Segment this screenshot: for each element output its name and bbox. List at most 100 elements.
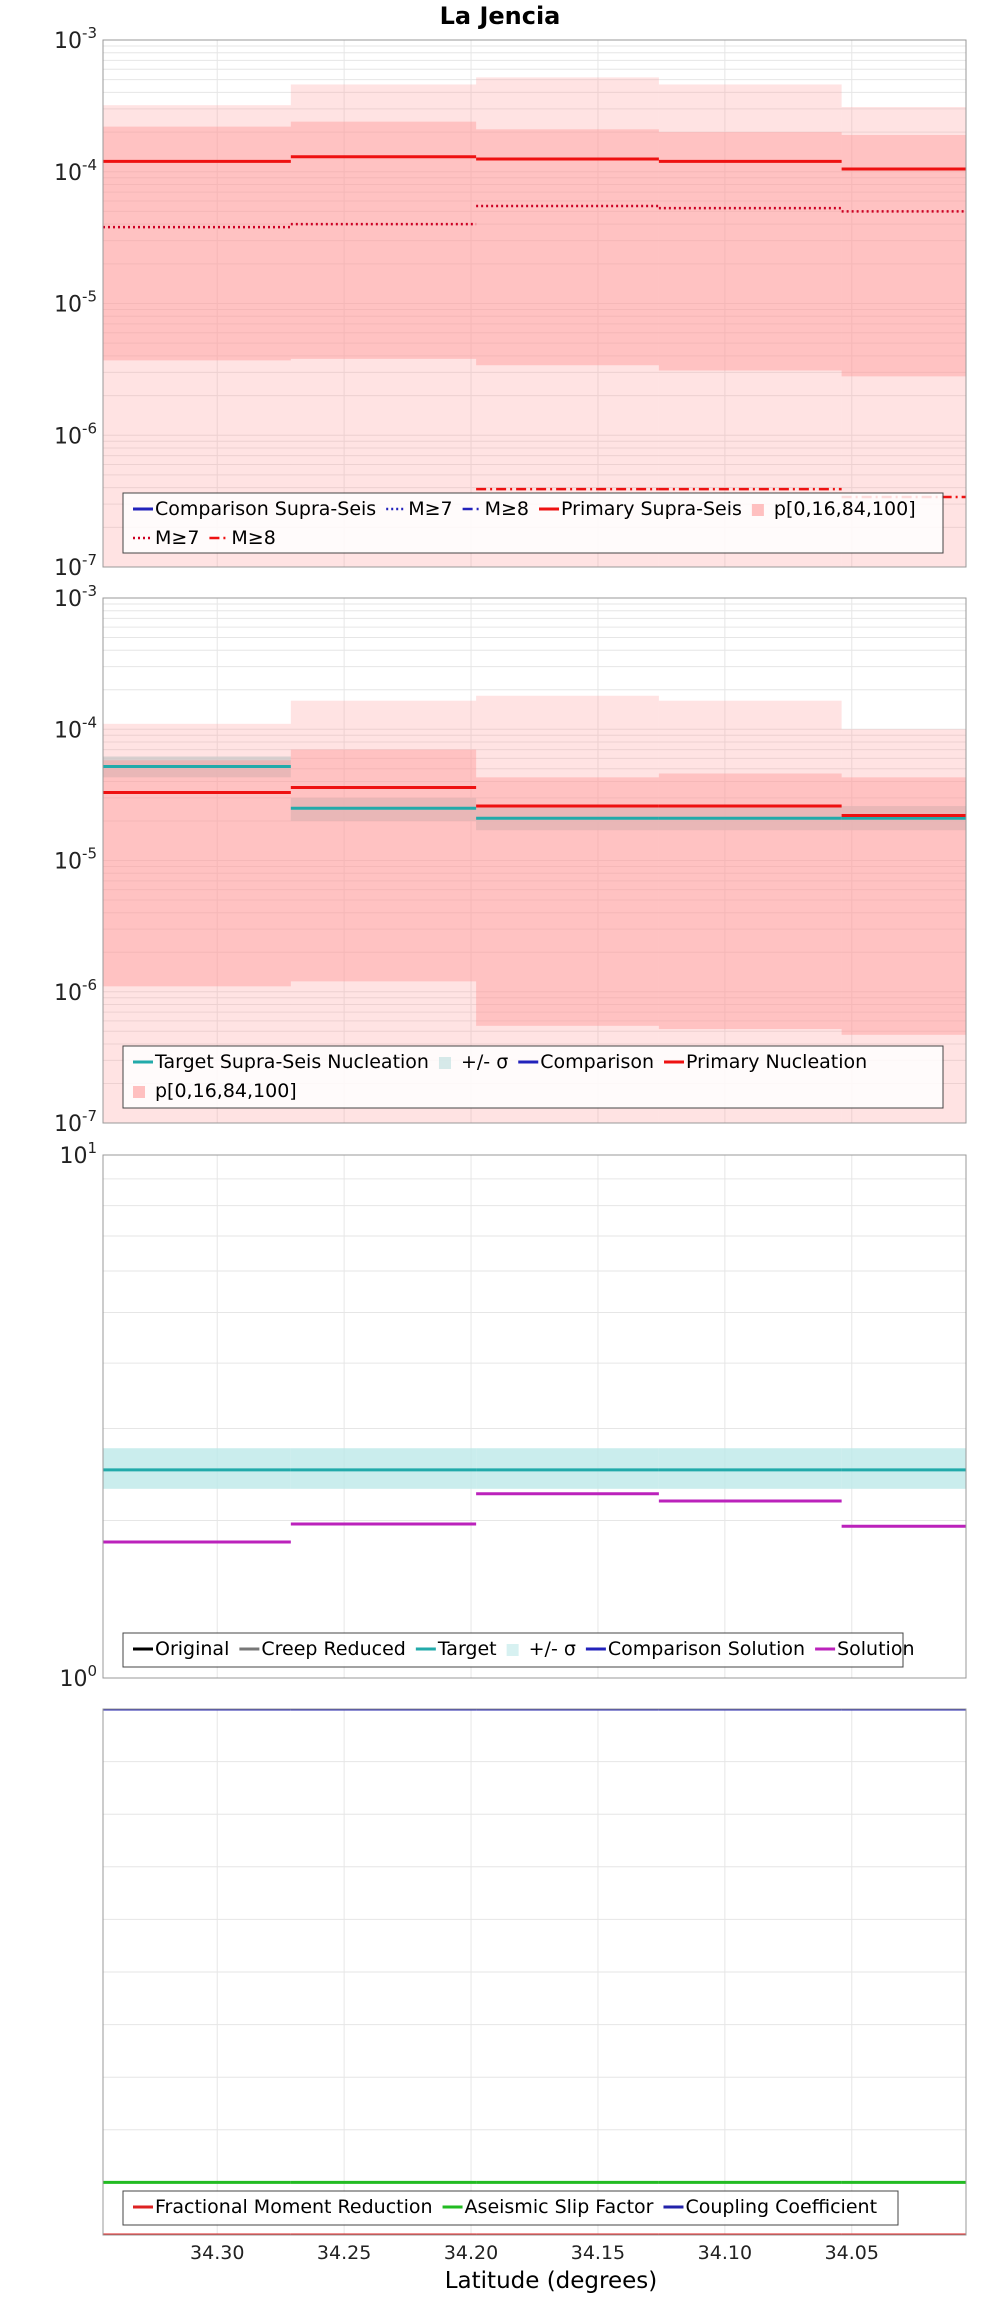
legend: Fractional Moment Reduction Aseismic Slip… bbox=[122, 2190, 899, 2226]
series-5 bbox=[103, 204, 966, 229]
band-inner-bin bbox=[841, 135, 966, 377]
band-inner-bin bbox=[658, 132, 842, 371]
legend-label: Fractional Moment Reduction bbox=[155, 2196, 433, 2218]
plot-frame bbox=[102, 39, 967, 568]
band-outer-bin bbox=[841, 107, 966, 567]
legend-label: +/- σ bbox=[529, 1638, 576, 1660]
legend-item: Coupling Coefficient bbox=[663, 2196, 877, 2218]
legend-item: Comparison Supra-Seis bbox=[133, 498, 376, 520]
y-tick-label: 10-4 bbox=[54, 713, 97, 743]
band-inner-bin bbox=[658, 773, 842, 1030]
legend-item: Aseismic Slip Factor bbox=[442, 2196, 654, 2218]
band-inner-bin bbox=[290, 749, 477, 982]
plot-frame bbox=[102, 1708, 967, 2236]
y-tick-label: 10-4 bbox=[54, 156, 97, 186]
legend-label: Coupling Coefficient bbox=[685, 2196, 877, 2218]
legend-label: Original bbox=[155, 1638, 229, 1660]
legend-label: M≥7 bbox=[408, 498, 452, 520]
legend-item: Fractional Moment Reduction bbox=[133, 2196, 433, 2218]
legend-label: p[0,16,84,100] bbox=[155, 1080, 297, 1102]
figure-title: La Jencia bbox=[440, 2, 561, 30]
y-tick-label: 10-7 bbox=[54, 551, 97, 581]
legend-box bbox=[122, 1045, 944, 1109]
gridlines bbox=[103, 1709, 966, 2235]
y-tick-labels: 100 101 bbox=[59, 1139, 97, 1692]
plot-content bbox=[103, 1155, 966, 1678]
series-3 bbox=[103, 155, 966, 171]
y-tick-labels: 10-7 10-6 10-5 10-4 10-3 bbox=[54, 582, 97, 1137]
plot-content bbox=[103, 1709, 966, 2235]
legend-swatch bbox=[751, 504, 764, 516]
x-tick-label: 34.10 bbox=[698, 2242, 752, 2264]
legend-label: Aseismic Slip Factor bbox=[465, 2196, 654, 2218]
legend: Comparison Supra-Seis M≥7 M≥8 Primary Supra… bbox=[122, 492, 944, 554]
legend-item: Comparison bbox=[518, 1051, 654, 1073]
legend-label: Comparison Solution bbox=[608, 1638, 805, 1660]
legend-item: p[0,16,84,100] bbox=[751, 498, 916, 520]
legend-label: Target bbox=[437, 1638, 497, 1660]
x-axis-label: Latitude (degrees) bbox=[445, 2268, 658, 2294]
band-inner-bin bbox=[103, 760, 291, 987]
legend-box bbox=[122, 2190, 899, 2226]
band-inner-bin bbox=[103, 126, 291, 361]
legend-label: Primary Supra-Seis bbox=[561, 498, 742, 520]
plot-content bbox=[103, 40, 966, 567]
x-tick-label: 34.15 bbox=[571, 2242, 625, 2264]
y-tick-label: 10-7 bbox=[54, 1107, 97, 1137]
band-outer-bin bbox=[290, 84, 477, 567]
legend-item: +/- σ bbox=[506, 1638, 576, 1660]
legend-item: M≥8 bbox=[209, 527, 276, 549]
band-inner-bin bbox=[476, 129, 659, 366]
legend-item: Target Supra-Seis Nucleation bbox=[133, 1051, 429, 1073]
band-inner-bin bbox=[841, 777, 966, 1035]
panel-1: 10-7 10-6 10-5 10-4 10-3 Comparison Supra-Sei… bbox=[54, 24, 967, 581]
gridlines bbox=[103, 1155, 966, 1678]
legend: Original Creep Reduced Target +/- σ Comparis… bbox=[122, 1632, 915, 1668]
y-tick-label: 10-3 bbox=[54, 582, 97, 612]
y-tick-label: 10-5 bbox=[54, 288, 97, 318]
plot-frame bbox=[102, 1154, 967, 1679]
legend-label: Comparison bbox=[540, 1051, 654, 1073]
legend-item: M≥8 bbox=[462, 498, 529, 520]
band-inner-bin bbox=[476, 777, 659, 1026]
panel-3: 100 101 Original Creep Reduced Target +/- σ Co… bbox=[59, 1139, 967, 1692]
y-tick-label: 100 bbox=[59, 1662, 97, 1692]
legend-label: Comparison Supra-Seis bbox=[155, 498, 376, 520]
y-tick-label: 101 bbox=[59, 1139, 97, 1169]
x-tick-label: 34.30 bbox=[190, 2242, 244, 2264]
y-tick-label: 10-3 bbox=[54, 24, 97, 54]
y-tick-labels: 10-7 10-6 10-5 10-4 10-3 bbox=[54, 24, 97, 581]
panel-4: Fractional Moment Reduction Aseismic Slip… bbox=[102, 1708, 967, 2236]
plot-frame bbox=[102, 597, 967, 1124]
legend: Target Supra-Seis Nucleation +/- σ Compari… bbox=[122, 1045, 944, 1109]
legend-label: Primary Nucleation bbox=[686, 1051, 867, 1073]
legend-label: M≥7 bbox=[155, 527, 199, 549]
legend-item: M≥7 bbox=[133, 527, 199, 549]
x-tick-label: 34.20 bbox=[444, 2242, 498, 2264]
legend-label: Creep Reduced bbox=[261, 1638, 405, 1660]
legend-swatch bbox=[133, 1086, 145, 1098]
legend-item: Original bbox=[133, 1638, 229, 1660]
band-inner-bin bbox=[290, 121, 477, 359]
legend-box bbox=[122, 492, 944, 554]
legend-item: Target bbox=[415, 1638, 497, 1660]
band-outer-bin bbox=[103, 105, 291, 567]
y-tick-label: 10-6 bbox=[54, 976, 97, 1006]
band-outer-bin bbox=[658, 84, 842, 567]
legend-item: Primary Nucleation bbox=[664, 1051, 867, 1073]
legend-item: Comparison Solution bbox=[585, 1638, 805, 1660]
legend-swatch bbox=[506, 1644, 519, 1656]
x-tick-label: 34.25 bbox=[317, 2242, 371, 2264]
series-5 bbox=[103, 1492, 966, 1544]
legend-label: M≥8 bbox=[485, 498, 529, 520]
legend-swatch bbox=[438, 1057, 451, 1069]
legend-item: Primary Supra-Seis bbox=[539, 498, 742, 520]
panel-2: 10-7 10-6 10-5 10-4 10-3 Target Supra-Seis Nu… bbox=[54, 582, 967, 1137]
plot-area bbox=[103, 1155, 966, 1678]
legend-item: Creep Reduced bbox=[239, 1638, 406, 1660]
legend-label: M≥8 bbox=[231, 527, 275, 549]
legend-item: M≥7 bbox=[386, 498, 453, 520]
legend-item: Solution bbox=[815, 1638, 915, 1660]
legend-label: Target Supra-Seis Nucleation bbox=[154, 1051, 429, 1073]
